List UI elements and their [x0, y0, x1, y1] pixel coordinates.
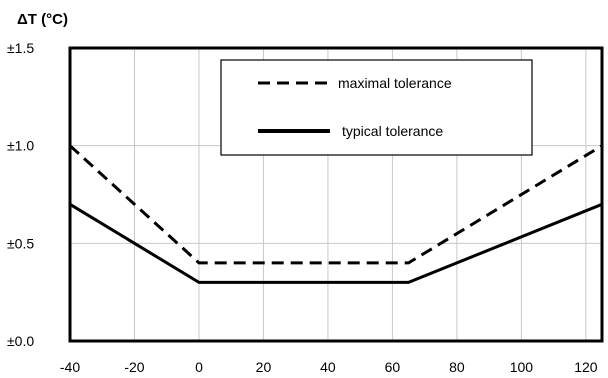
y-tick-label: ±1.5: [7, 40, 34, 56]
x-tick-label: 80: [449, 359, 465, 375]
plot-frame: [68, 46, 604, 343]
x-tick-label: 40: [320, 359, 336, 375]
x-tick-label: 20: [256, 359, 272, 375]
series-line-typical-tolerance: [69, 202, 603, 284]
legend-box: [220, 59, 533, 156]
legend-label-maximal-tolerance: maximal tolerance: [338, 75, 452, 91]
y-axis-label: ΔT (°C): [17, 11, 68, 28]
y-tick-label: ±1.0: [7, 138, 34, 154]
series-lines: [68, 144, 603, 284]
y-tick-label: ±0.5: [7, 235, 34, 251]
legend-label-typical-tolerance: typical tolerance: [342, 123, 443, 139]
x-tick-label: -40: [60, 359, 80, 375]
legend: maximal tolerance typical tolerance: [220, 59, 533, 156]
x-tick-label: 100: [510, 359, 534, 375]
series-line-maximal-tolerance: [68, 144, 603, 265]
x-tick-label: 120: [574, 359, 598, 375]
x-tick-label: -20: [124, 359, 144, 375]
y-tick-label: ±0.0: [7, 333, 34, 349]
tick-labels: -40 -20 0 20 40 60 80 100 120 ±0.0 ±0.5 ±1.0 ±1.5: [7, 40, 598, 375]
x-tick-label: 0: [195, 359, 203, 375]
x-tick-label: 60: [385, 359, 401, 375]
